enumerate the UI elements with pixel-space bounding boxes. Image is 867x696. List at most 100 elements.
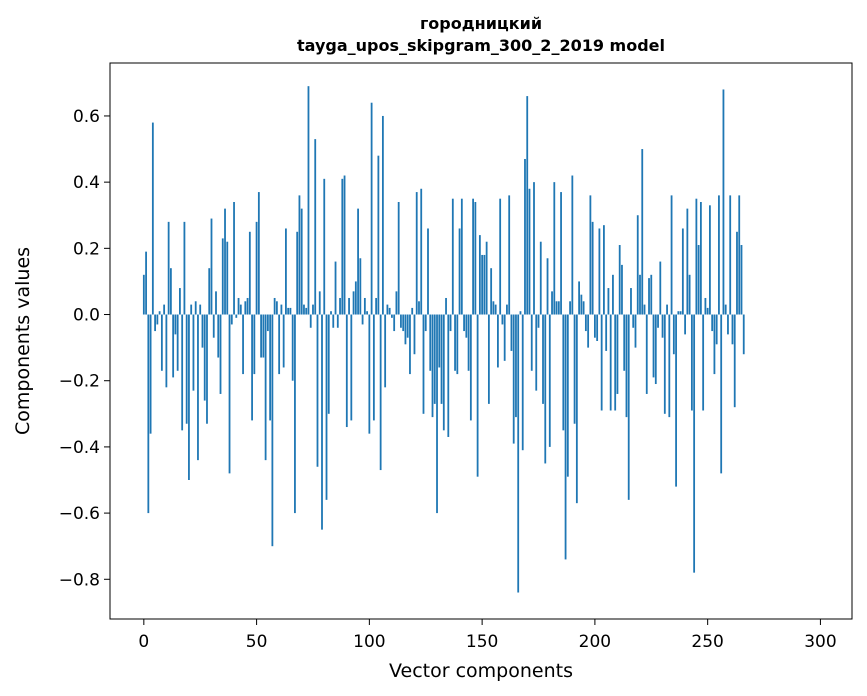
bar (429, 314, 432, 371)
y-tick-label: 0.6 (73, 107, 100, 127)
plot-area-frame (109, 62, 853, 620)
bar (487, 314, 490, 404)
bar (605, 314, 608, 351)
bar (445, 297, 447, 315)
bar (332, 314, 335, 328)
bar (334, 261, 337, 315)
bar (666, 304, 668, 315)
bar (598, 228, 601, 315)
bar (345, 314, 348, 428)
bar (366, 311, 368, 315)
bar (578, 281, 580, 315)
bar (573, 314, 576, 424)
bar (517, 314, 520, 593)
bar (650, 274, 653, 315)
bar (727, 314, 729, 335)
bar (537, 314, 540, 328)
bar (208, 268, 211, 315)
bar (388, 307, 391, 315)
bar (645, 314, 648, 394)
x-tick-label: 250 (691, 632, 723, 652)
bar (255, 221, 258, 315)
bar (478, 235, 481, 315)
bar (174, 314, 177, 335)
bar (476, 314, 479, 477)
bar (379, 314, 382, 471)
bar (566, 314, 569, 477)
bar (242, 314, 244, 375)
bar (706, 307, 709, 315)
bar (325, 314, 328, 500)
bar (722, 89, 725, 315)
bar (239, 304, 242, 315)
bar (350, 314, 353, 421)
bar (233, 202, 235, 315)
bar (657, 314, 659, 328)
bar (661, 314, 664, 338)
bar (400, 314, 402, 328)
bar (492, 301, 495, 315)
bar (377, 155, 380, 315)
bar (481, 254, 484, 315)
bar (145, 251, 147, 315)
bar (330, 311, 332, 315)
bar (632, 314, 635, 328)
bar (275, 301, 278, 315)
bar (621, 264, 623, 315)
bar (467, 314, 470, 371)
bar (160, 314, 163, 371)
bar (553, 182, 556, 315)
bar (372, 314, 375, 421)
bar (593, 314, 596, 338)
bar (305, 307, 308, 315)
y-tick-label: 0.0 (73, 306, 100, 326)
bar (503, 314, 506, 361)
bar (287, 307, 290, 315)
bar (262, 314, 265, 358)
bar (677, 311, 680, 315)
bar (431, 314, 434, 418)
bar (409, 314, 411, 375)
bar (490, 268, 493, 315)
bar (539, 241, 542, 315)
bar (406, 314, 409, 338)
bar (623, 314, 626, 371)
bar (733, 314, 736, 408)
bar (352, 291, 355, 315)
bar (591, 221, 594, 315)
bar (569, 301, 571, 315)
bar (603, 225, 605, 315)
bar (404, 314, 407, 345)
bar (465, 314, 468, 338)
bar (391, 314, 393, 318)
bar (697, 245, 700, 315)
bar (282, 314, 285, 368)
y-tick-label: −0.8 (59, 570, 100, 590)
bar (271, 314, 274, 547)
bar (312, 304, 314, 315)
bar (668, 314, 671, 418)
bar (142, 274, 145, 315)
bar (684, 314, 686, 335)
bar (169, 268, 172, 315)
bar (418, 301, 420, 315)
bar (560, 192, 562, 315)
bar (215, 291, 217, 315)
bar (442, 314, 445, 431)
bar (248, 231, 251, 315)
bar (230, 314, 233, 325)
bar (149, 314, 152, 434)
bar (693, 314, 696, 573)
x-tick-label: 150 (466, 632, 498, 652)
x-tick-label: 200 (579, 632, 611, 652)
bar (357, 208, 359, 315)
bar (690, 314, 693, 411)
bar (190, 304, 193, 315)
bar (176, 314, 179, 371)
bar (318, 291, 321, 315)
bar (702, 314, 705, 411)
bar (571, 175, 574, 315)
bar (575, 314, 578, 504)
bar (526, 96, 529, 315)
bar (158, 311, 161, 315)
